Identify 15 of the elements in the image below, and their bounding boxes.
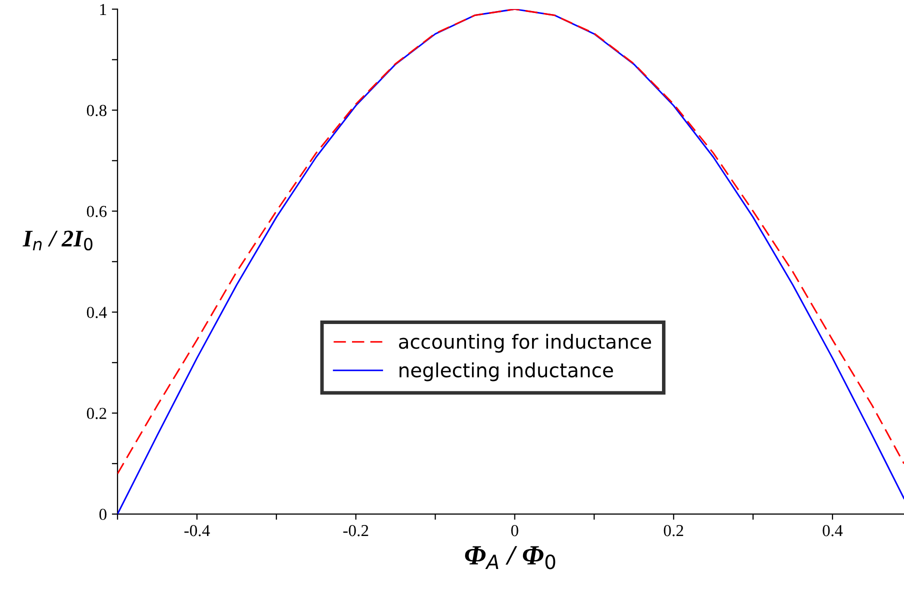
legend-label: accounting for inductance bbox=[399, 334, 652, 353]
y-tick-label: 0.4 bbox=[86, 306, 107, 318]
x-tick-label: -0.2 bbox=[343, 524, 368, 536]
y-axis-title: I$_{n}$ / 2I$_{0}$ bbox=[22, 230, 92, 250]
y-tick-label: 0.8 bbox=[86, 104, 106, 116]
y-tick-label: 0 bbox=[99, 508, 106, 520]
x-tick-label: 0.4 bbox=[822, 524, 843, 536]
y-tick-label: 0.6 bbox=[86, 206, 107, 218]
x-tick-label: 0 bbox=[511, 524, 518, 536]
y-tick-label: 1 bbox=[100, 4, 106, 15]
y-tick-label: 0.2 bbox=[86, 408, 106, 420]
x-tick-label: -0.4 bbox=[184, 524, 210, 536]
legend-label: neglecting inductance bbox=[400, 362, 613, 382]
x-axis-title: Φ$_{A}$ / Φ$_{0}$ bbox=[465, 546, 556, 570]
x-tick-label: 0.2 bbox=[664, 524, 684, 536]
